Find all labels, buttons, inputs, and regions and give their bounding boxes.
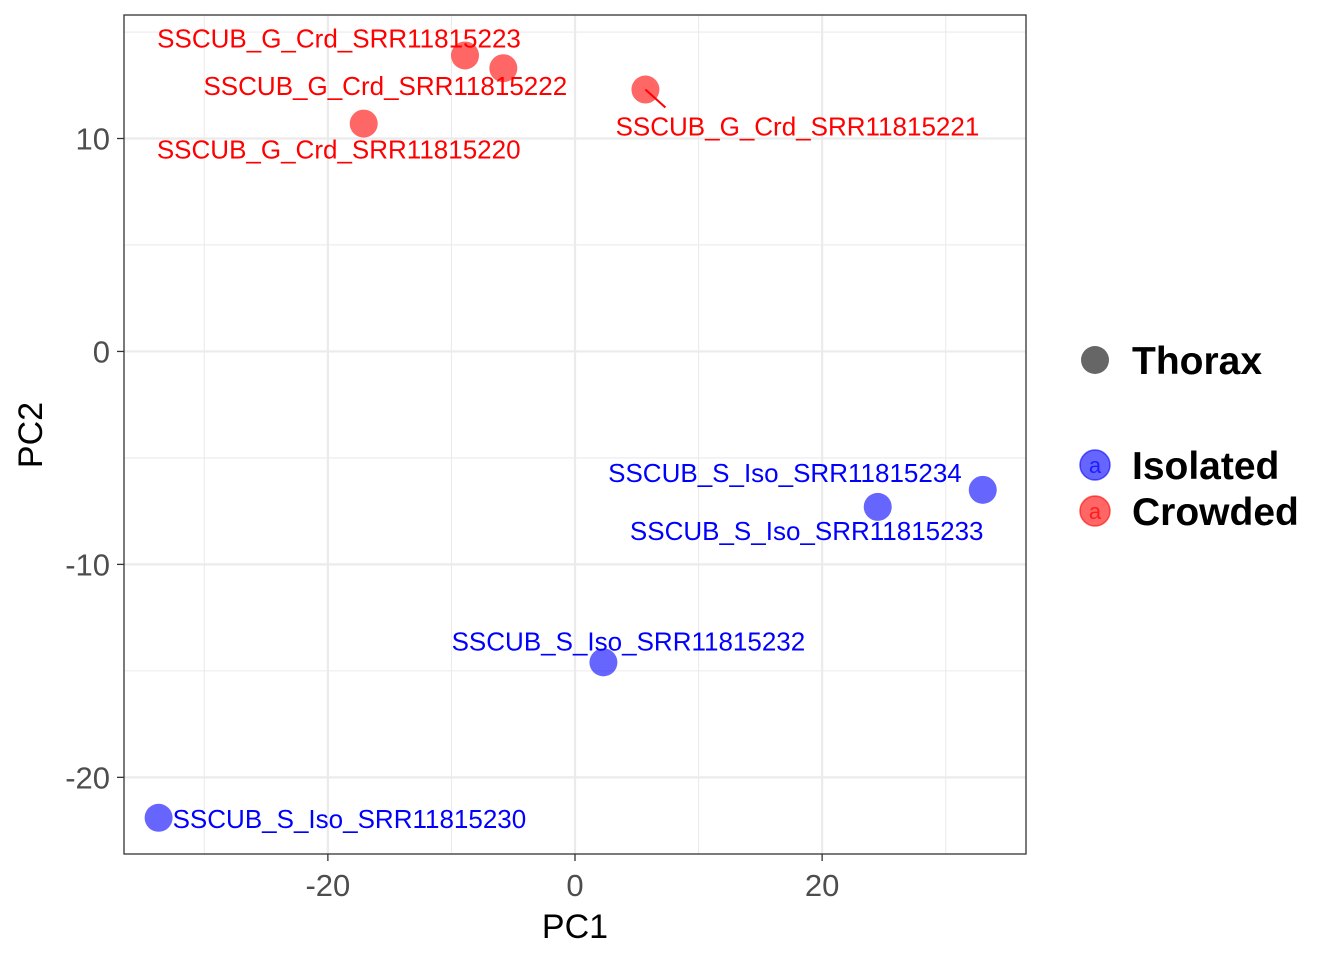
point-label: SSCUB_G_Crd_SRR11815220 [157, 135, 521, 165]
legend-shape-key [1081, 346, 1109, 374]
data-point-isolated [968, 475, 997, 504]
point-label: SSCUB_G_Crd_SRR11815223 [157, 23, 521, 53]
data-points [144, 41, 997, 832]
legend-shape-label: Thorax [1132, 340, 1262, 383]
legend-key-isolated [1079, 449, 1111, 481]
point-label: SSCUB_S_Iso_SRR11815233 [630, 516, 984, 546]
data-point-crowded [489, 54, 518, 83]
y-tick-label: -20 [65, 760, 110, 795]
y-axis-title: PC2 [12, 402, 50, 468]
legend-label-isolated: Isolated [1132, 445, 1279, 488]
plot-panel-border [123, 14, 1027, 855]
legend-key-crowded [1079, 495, 1111, 527]
x-tick-label: 0 [566, 868, 583, 903]
data-point-crowded [631, 75, 660, 104]
point-label: SSCUB_S_Iso_SRR11815230 [173, 804, 527, 834]
legend-key-isolated-glyph: a [1089, 453, 1102, 478]
data-point-crowded [451, 41, 480, 70]
y-tick-label: 10 [76, 122, 110, 157]
data-point-isolated [863, 492, 892, 521]
point-label: SSCUB_G_Crd_SRR11815222 [203, 71, 567, 101]
legend-key-crowded-glyph: a [1089, 499, 1102, 524]
legend: Thorax a Isolated a Crowded [1079, 340, 1299, 534]
legend-label-crowded: Crowded [1132, 491, 1299, 534]
y-tick-label: 0 [93, 334, 110, 369]
point-labels: SSCUB_G_Crd_SRR11815223 SSCUB_G_Crd_SRR11… [157, 23, 984, 833]
point-label: SSCUB_G_Crd_SRR11815221 [616, 112, 980, 142]
x-tick-label: 20 [805, 868, 839, 903]
data-point-isolated [589, 648, 618, 677]
major-gridlines [124, 15, 1026, 854]
point-label: SSCUB_S_Iso_SRR11815234 [608, 458, 962, 488]
axis-ticks: -20 0 20 -20 -10 0 10 [65, 122, 839, 903]
data-point-isolated [144, 803, 173, 832]
data-point-crowded [349, 109, 378, 138]
point-label: SSCUB_S_Iso_SRR11815232 [452, 626, 806, 656]
x-axis-title: PC1 [542, 908, 608, 946]
y-tick-label: -10 [65, 547, 110, 582]
x-tick-label: -20 [305, 868, 350, 903]
